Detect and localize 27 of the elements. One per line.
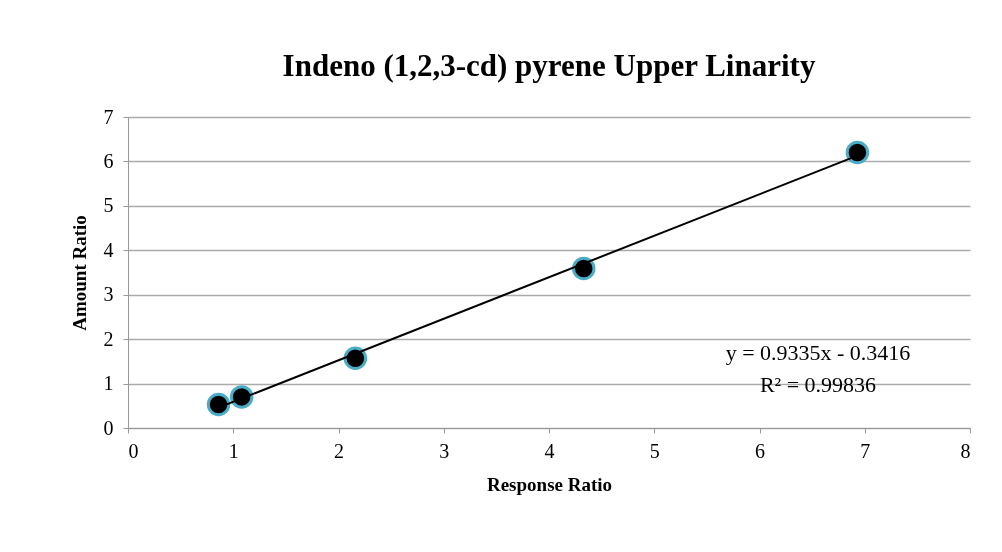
x-tick-label: 4 xyxy=(544,439,555,462)
point xyxy=(343,346,368,370)
x-tick-label: 5 xyxy=(649,439,660,462)
y-tick-label: 1 xyxy=(103,372,114,395)
x-tick-label: 7 xyxy=(860,439,871,462)
y-tick-label: 5 xyxy=(103,194,114,217)
x-tick-label: 0 xyxy=(128,439,139,462)
point xyxy=(206,392,231,417)
x-tick-label: 3 xyxy=(439,439,450,462)
y-axis-title: Amount Ratio xyxy=(68,215,90,331)
x-tick-label: 8 xyxy=(960,439,971,462)
point xyxy=(229,385,254,409)
annotation: y = 0.9335x - 0.3416 xyxy=(725,340,911,365)
y-tick-label: 2 xyxy=(103,327,114,350)
x-axis-title: Response Ratio xyxy=(486,473,613,495)
y-tick-label: 3 xyxy=(103,283,114,306)
x-tick-label: 2 xyxy=(334,439,344,462)
annotation: R² = 0.99836 xyxy=(759,372,877,397)
point xyxy=(571,256,596,281)
x-tick-label: 1 xyxy=(228,439,239,462)
y-tick-label: 6 xyxy=(103,149,114,172)
y-tick-label: 0 xyxy=(103,416,114,439)
chart-title: Indeno (1,2,3-cd) pyrene Upper Linarity xyxy=(282,48,816,83)
x-tick-label: 6 xyxy=(755,439,765,462)
point xyxy=(845,140,870,165)
y-tick-label: 7 xyxy=(103,105,114,128)
y-tick-label: 4 xyxy=(103,238,114,261)
